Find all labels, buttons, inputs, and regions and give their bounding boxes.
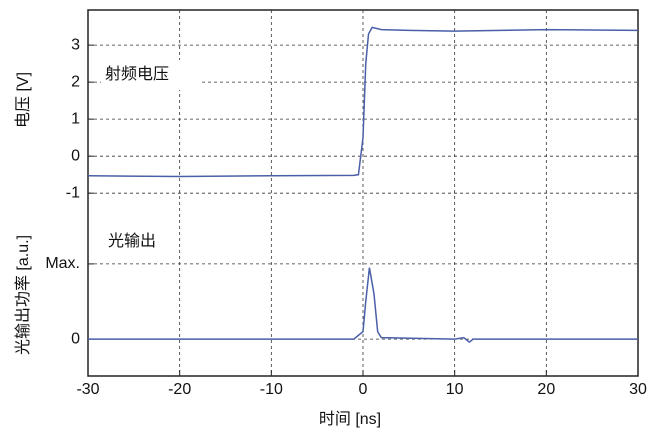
x-tick-label: 20 [537, 381, 555, 398]
x-tick-label: 10 [446, 381, 464, 398]
annotation: 射频电压 [105, 65, 169, 83]
x-tick-label: -10 [260, 381, 283, 398]
y-tick-label: -1 [66, 184, 80, 201]
y-axis-label: 光输出功率 [a.u.] [14, 235, 32, 355]
y-tick-label: 0 [71, 330, 80, 347]
y-tick-label: 2 [71, 73, 80, 90]
x-tick-label: 0 [359, 381, 368, 398]
annotation: 光输出 [108, 232, 156, 250]
x-tick-label: -20 [168, 381, 191, 398]
y-tick-label: 0 [71, 147, 80, 164]
y-axis-label: 电压 [V] [14, 72, 32, 128]
data-line [87, 26, 639, 178]
y-tick-label: 3 [71, 36, 80, 53]
data-line [88, 267, 638, 344]
label-bg [104, 229, 174, 255]
x-tick-label: 30 [629, 381, 647, 398]
y-tick-label: 1 [71, 110, 80, 127]
x-axis-label: 时间 [ns] [319, 410, 381, 428]
label-bg [101, 60, 201, 90]
x-tick-label: -30 [76, 381, 99, 398]
y-tick-label: Max. [45, 255, 80, 272]
